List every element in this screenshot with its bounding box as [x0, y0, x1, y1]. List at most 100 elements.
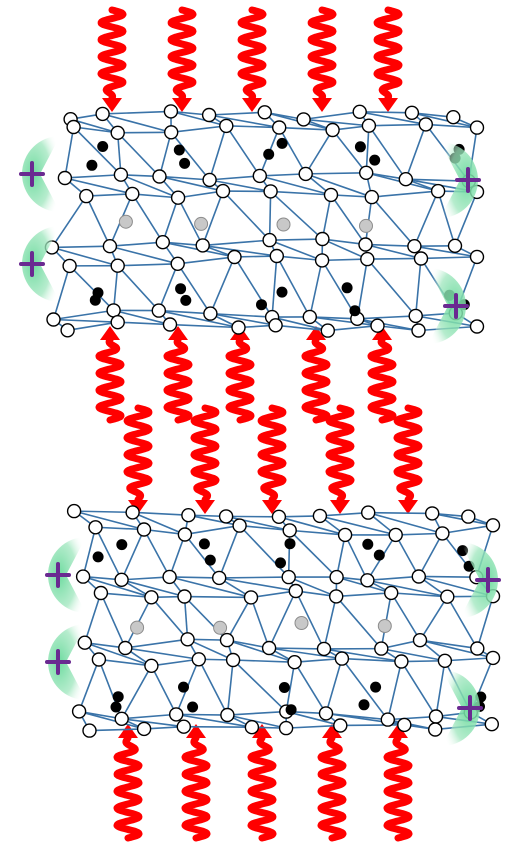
oxygen-atom	[177, 589, 192, 604]
bond	[170, 131, 211, 181]
bond	[169, 576, 220, 579]
bond	[219, 577, 296, 592]
bond	[390, 592, 421, 641]
oxygen-atom	[110, 258, 125, 273]
oxygen-atom	[79, 188, 94, 204]
wave-arrowhead	[388, 724, 408, 738]
bond	[170, 110, 227, 127]
bond	[476, 596, 494, 649]
bond	[269, 647, 324, 650]
wave-arrowhead	[118, 724, 138, 738]
bond	[151, 658, 199, 667]
oxygen-atom	[220, 707, 235, 723]
dark-atom	[110, 701, 122, 713]
bond	[158, 263, 179, 311]
bond	[303, 118, 369, 127]
bond	[271, 255, 278, 318]
bond	[51, 195, 87, 248]
oxygen-atom	[361, 118, 377, 133]
dark-atom	[89, 294, 101, 306]
bond	[121, 576, 170, 581]
bond	[269, 239, 323, 262]
bond	[279, 126, 333, 131]
wavy-arrow-icon	[123, 404, 153, 514]
oxygen-atom	[114, 572, 129, 587]
bond	[444, 657, 494, 662]
bond	[322, 258, 368, 262]
oxygen-atom	[93, 585, 109, 601]
dark-atom	[278, 682, 290, 693]
wavy-arrow-icon	[113, 724, 143, 842]
bond	[425, 123, 478, 129]
bond	[239, 524, 290, 532]
oxygen-atom	[162, 317, 178, 332]
plus-sign-icon	[19, 251, 45, 277]
cation-body	[48, 624, 86, 700]
bond	[269, 238, 323, 241]
dark-atom	[175, 283, 187, 295]
cation	[19, 136, 60, 212]
bond	[411, 112, 478, 129]
bond	[64, 177, 133, 195]
oxygen-atom	[388, 527, 403, 543]
bond	[319, 515, 396, 536]
bond	[73, 510, 145, 531]
dark-atom	[86, 159, 98, 171]
oxygen-atom	[272, 120, 287, 135]
dark-atom	[275, 557, 286, 569]
bond	[341, 657, 402, 663]
cation	[19, 226, 60, 302]
bond	[117, 321, 171, 326]
bond	[121, 717, 184, 728]
oxygen-atom	[287, 655, 302, 670]
bond	[210, 312, 276, 327]
bond	[454, 191, 478, 247]
wave-arrowhead	[330, 500, 350, 514]
bond	[78, 710, 145, 730]
bond	[69, 265, 115, 311]
bond	[176, 713, 253, 728]
oxygen-atom	[469, 319, 485, 334]
oxygen-atom	[177, 527, 193, 542]
bond	[336, 592, 392, 598]
oxygen-atom	[408, 308, 423, 324]
oxygen-atom	[437, 653, 453, 668]
oxygen-atom	[66, 119, 81, 135]
bond	[414, 245, 478, 258]
wave-arrowhead	[242, 98, 262, 112]
cation-body	[442, 670, 480, 746]
wave-arrowhead	[168, 326, 188, 340]
bond	[340, 724, 405, 727]
oxygen-atom	[352, 104, 367, 120]
wave-arrowhead	[186, 724, 206, 738]
oxygen-atom	[181, 508, 196, 523]
oxygen-atom	[404, 105, 420, 121]
cation	[45, 624, 86, 700]
oxygen-atom	[485, 650, 501, 666]
oxygen-atom	[136, 522, 152, 537]
bond	[74, 510, 133, 514]
oxygen-atom	[281, 569, 296, 585]
interior-atom	[377, 619, 392, 633]
bond	[131, 193, 164, 243]
dark-atom	[370, 681, 382, 693]
wavy-arrow-icon	[190, 404, 220, 514]
oxygen-atom	[394, 654, 409, 669]
oxygen-atom	[364, 189, 379, 205]
dark-atom	[256, 299, 267, 311]
bond	[94, 526, 123, 581]
oxygen-atom	[374, 641, 389, 656]
dark-atom	[112, 691, 124, 703]
dark-atom	[179, 157, 191, 169]
bond	[269, 647, 343, 660]
bond	[437, 190, 456, 247]
bond	[198, 658, 229, 716]
cation-body	[47, 536, 86, 614]
bond	[442, 524, 494, 535]
dark-atom	[369, 154, 381, 166]
wave-line	[95, 336, 125, 424]
wave-line	[113, 734, 143, 842]
bond	[331, 129, 367, 174]
oxygen-atom	[88, 520, 103, 535]
oxygen-atom	[106, 303, 121, 318]
